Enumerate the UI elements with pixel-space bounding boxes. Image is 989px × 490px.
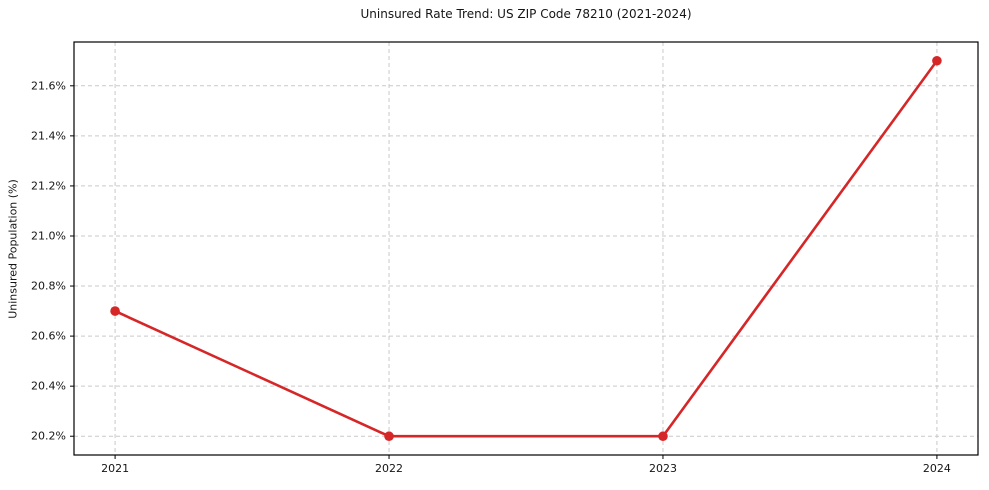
x-tick-label: 2024	[923, 462, 951, 475]
chart-title: Uninsured Rate Trend: US ZIP Code 78210 …	[360, 7, 692, 21]
data-point-2021	[110, 306, 120, 316]
y-tick-label: 20.4%	[31, 380, 66, 393]
plot-border	[73, 41, 979, 456]
y-tick-label: 21.6%	[31, 79, 66, 92]
y-tick-label: 21.2%	[31, 179, 66, 192]
y-tick-label: 20.6%	[31, 330, 66, 343]
x-tick-label: 2023	[649, 462, 677, 475]
x-tick-label: 2022	[375, 462, 403, 475]
x-tick-label: 2021	[101, 462, 129, 475]
data-point-2023	[658, 431, 668, 442]
data-point-2024	[932, 55, 942, 66]
y-tick-label: 21.4%	[31, 129, 66, 142]
y-tick-label: 20.2%	[31, 430, 66, 443]
y-tick-label: 20.8%	[31, 280, 66, 293]
trend-line	[113, 59, 939, 438]
y-tick-label: 21.0%	[31, 229, 66, 242]
data-point-2022	[384, 431, 394, 442]
